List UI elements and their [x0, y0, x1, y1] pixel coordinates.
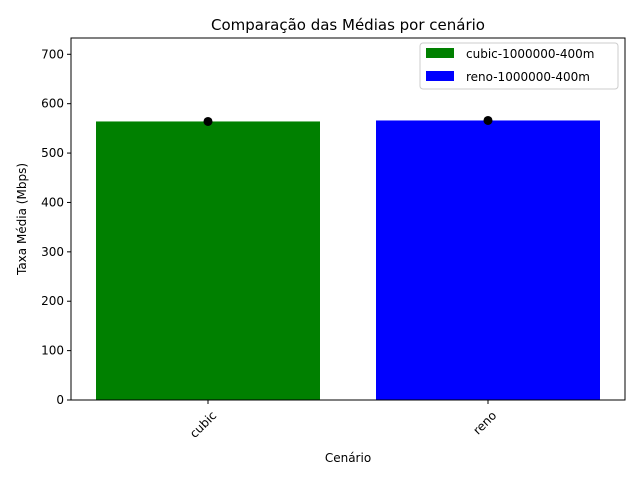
bar-reno	[376, 120, 600, 400]
legend-label-reno: reno-1000000-400m	[466, 70, 590, 84]
mean-point-reno	[483, 115, 493, 125]
bars-group	[96, 120, 600, 400]
y-tick-label: 100	[41, 344, 64, 358]
legend-label-cubic: cubic-1000000-400m	[466, 47, 594, 61]
plot-frame	[70, 37, 626, 401]
y-tick-label: 500	[41, 146, 64, 160]
y-tick-label: 600	[41, 97, 64, 111]
y-axis-ticks: 0 100 200 300 400 500 600 700	[41, 47, 71, 407]
legend-swatch-reno	[426, 71, 454, 81]
y-tick-label: 200	[41, 294, 64, 308]
y-axis-label: Taxa Média (Mbps)	[15, 163, 29, 276]
mean-point-cubic	[203, 116, 213, 126]
y-tick-label: 700	[41, 47, 64, 61]
legend-swatch-cubic	[426, 48, 454, 58]
bar-cubic	[96, 121, 320, 400]
y-tick-label: 400	[41, 195, 64, 209]
chart-title: Comparação das Médias por cenário	[211, 16, 485, 34]
legend: cubic-1000000-400m reno-1000000-400m	[419, 42, 619, 90]
y-tick-label: 0	[56, 393, 64, 407]
mean-points-group	[203, 115, 493, 126]
x-axis-label: Cenário	[325, 451, 371, 465]
legend-box	[419, 42, 619, 90]
y-tick-label: 300	[41, 245, 64, 259]
